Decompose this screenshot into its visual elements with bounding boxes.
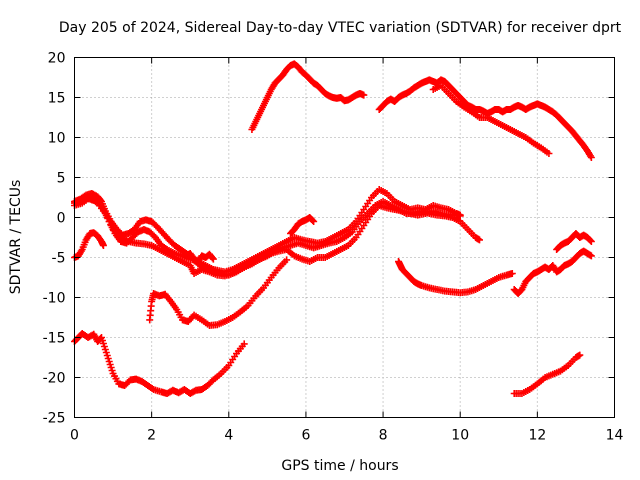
x-tick-label: 0 [70,428,79,444]
data-point [576,351,584,359]
data-point [587,154,595,161]
x-tick-label: 12 [528,428,546,444]
y-axis-label: SDTVAR / TECUs [8,180,24,295]
data-series-8 [287,214,318,237]
x-axis-label: GPS time / hours [281,458,398,474]
data-point [99,242,107,249]
y-tick-label: -5 [52,251,66,267]
data-point [209,255,217,263]
data-series-6 [71,194,464,280]
data-point [105,218,113,225]
x-tick-label: 6 [301,428,310,444]
data-point [587,252,595,260]
data-series-14 [553,230,595,253]
data-point [587,238,595,245]
data-series-12 [395,258,516,297]
x-tick-label: 10 [451,428,469,444]
data-series-13 [510,247,595,297]
x-tick-label: 14 [606,428,624,444]
data-point [456,212,464,220]
data-points [71,60,595,397]
data-point [476,236,483,244]
data-point [586,237,594,244]
data-point [309,217,317,224]
axis-ticks: 0 2 4 6 8 10 12 14 -25 -20 -15 -10 -5 0 5 10 15 20 [43,51,624,444]
data-point [101,210,109,217]
y-tick-label: 0 [57,211,66,227]
data-point [360,91,368,99]
x-tick-label: 8 [379,428,388,444]
data-series-11 [429,82,553,157]
data-series-15 [510,351,584,397]
plot-frame [74,57,615,418]
y-tick-label: 5 [57,171,66,187]
x-tick-label: 4 [224,428,233,444]
data-point [283,256,291,264]
data-series-10 [375,76,595,161]
data-point [310,218,318,225]
y-tick-label: -10 [43,291,66,307]
y-tick-label: 15 [48,91,66,107]
data-series-4 [71,186,464,276]
data-series-9 [248,60,368,133]
data-point [240,340,248,348]
x-tick-label: 2 [147,428,156,444]
data-point [545,150,553,157]
y-tick-label: 20 [48,51,66,67]
data-series-2 [146,256,291,329]
chart-title: Day 205 of 2024, Sidereal Day-to-day VTE… [59,20,622,36]
data-series-3 [71,229,107,261]
data-series-1 [71,330,248,397]
y-tick-label: -25 [43,411,66,427]
data-point [107,222,115,229]
data-point [508,270,516,277]
data-series-7 [182,250,217,265]
y-tick-label: -20 [43,371,66,387]
y-tick-label: -15 [43,331,66,347]
data-point [208,254,216,262]
data-point [103,214,111,221]
y-tick-label: 10 [48,131,66,147]
